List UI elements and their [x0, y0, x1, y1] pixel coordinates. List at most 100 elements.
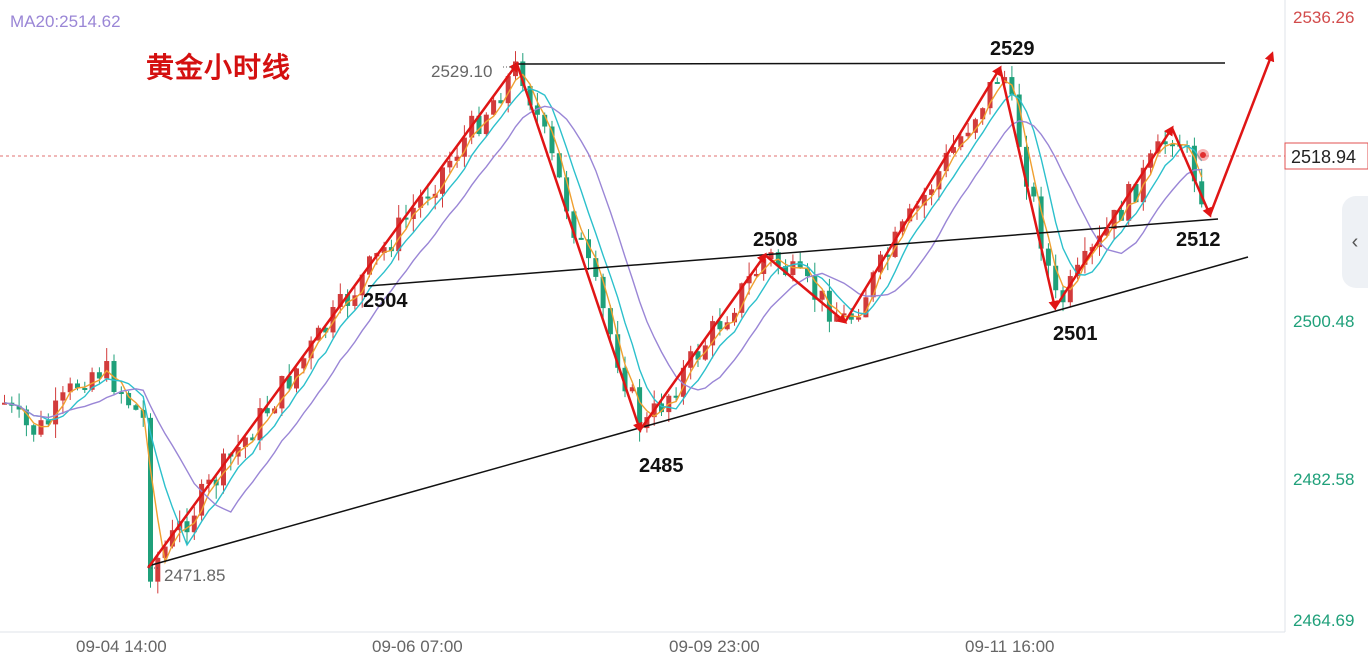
- candle-body: [16, 405, 22, 410]
- candle-body: [929, 189, 935, 195]
- candle-body: [1031, 186, 1037, 197]
- candle-body: [279, 375, 285, 409]
- candle-body: [819, 290, 825, 300]
- candle-body: [162, 546, 168, 558]
- candle-body: [38, 420, 44, 435]
- candle-body: [1111, 209, 1117, 230]
- candle-body: [148, 417, 153, 582]
- candle-body: [1191, 145, 1197, 182]
- candle-body: [965, 132, 971, 137]
- candle-body: [184, 521, 190, 533]
- candle-body: [403, 217, 409, 220]
- candle-body: [1118, 209, 1124, 221]
- candle-body: [578, 237, 584, 240]
- candle-body: [972, 119, 978, 133]
- candle-body: [710, 321, 716, 346]
- candle-body: [337, 294, 343, 308]
- ma20-indicator-label: MA20:2514.62: [10, 12, 121, 31]
- x-tick-label: 09-04 14:00: [76, 637, 167, 656]
- chevron-left-icon: ‹: [1351, 230, 1359, 253]
- candle-body: [914, 205, 920, 209]
- high-marker: 2529.10: [431, 62, 515, 81]
- candle-body: [206, 479, 212, 484]
- candle-body: [556, 153, 562, 178]
- candle-body: [381, 247, 387, 254]
- candle-body: [301, 358, 307, 369]
- x-tick-label: 09-06 07:00: [372, 637, 463, 656]
- candle-body: [607, 308, 613, 335]
- ma-fast-line: [4, 73, 1203, 565]
- candle-body: [133, 405, 139, 410]
- candle-body: [797, 261, 803, 268]
- low-price-label: 2471.85: [164, 566, 225, 585]
- candle-body: [622, 367, 628, 392]
- wave-arrow: [1170, 127, 1212, 218]
- candle-body: [527, 86, 533, 106]
- wave-arrow: [146, 61, 519, 569]
- candle-body: [23, 409, 29, 426]
- candle-body: [980, 108, 986, 120]
- ma20-line: [4, 105, 1202, 513]
- candle-body: [454, 156, 460, 161]
- current-price-box: [1284, 142, 1368, 170]
- candle-body: [856, 317, 862, 320]
- candle-body: [396, 217, 402, 252]
- candle-body: [250, 437, 256, 441]
- annotation-2508: 2508: [753, 229, 798, 251]
- candle-body: [418, 196, 424, 208]
- candle-body: [476, 115, 482, 135]
- candle-body: [1126, 184, 1132, 221]
- candle-body: [1133, 184, 1139, 203]
- mid-support-line: [367, 218, 1219, 287]
- annotation-2512: 2512: [1176, 229, 1221, 251]
- candle-body: [761, 259, 767, 274]
- annotation-2529: 2529: [990, 38, 1035, 60]
- annotation-2504: 2504: [363, 290, 408, 312]
- candle-body: [221, 453, 226, 486]
- candle-body: [753, 273, 759, 277]
- y-axis-ticks: 2536.26 2500.48 2482.58 2464.69: [1293, 8, 1354, 630]
- candle-body: [483, 114, 489, 135]
- candle-body: [118, 392, 124, 395]
- annotation-2501: 2501: [1053, 323, 1098, 345]
- candle-body: [717, 321, 723, 330]
- candle-body: [739, 283, 745, 313]
- candle-body: [564, 177, 570, 212]
- candle-body: [673, 395, 679, 398]
- candle-body: [732, 312, 737, 323]
- candle-body: [1155, 141, 1161, 154]
- candle-body: [659, 403, 664, 413]
- candle-body: [615, 334, 621, 368]
- candle-body: [1170, 144, 1175, 147]
- candle-body: [936, 171, 942, 190]
- candle-body: [812, 276, 818, 300]
- candle-body: [826, 290, 832, 322]
- candle-body: [680, 367, 686, 397]
- candle-body: [549, 126, 555, 154]
- candle-body: [491, 100, 497, 115]
- candle-body: [921, 194, 927, 206]
- candle-body: [987, 81, 993, 109]
- candle-body: [82, 388, 88, 391]
- candle-body: [286, 375, 292, 389]
- candle-body: [45, 420, 51, 425]
- candle-body: [505, 76, 511, 104]
- collapse-panel-button[interactable]: ‹: [1342, 196, 1368, 288]
- candle-body: [870, 272, 876, 298]
- wave-arrows: [146, 51, 1275, 569]
- resistance-line: [514, 62, 1226, 65]
- candle-body: [644, 417, 650, 429]
- candle-body: [1104, 229, 1110, 236]
- candle-body: [126, 392, 132, 406]
- wave-annotations: 2529 2504 2508 2485 2501 2512: [363, 38, 1221, 477]
- lower-trend-line: [147, 256, 1249, 567]
- candle-body: [542, 114, 548, 127]
- candle-body: [330, 307, 336, 333]
- candle-body: [169, 530, 175, 547]
- candle-body: [1082, 250, 1088, 265]
- candle-body: [863, 297, 869, 318]
- candle-body: [994, 81, 1000, 84]
- candle-body: [1024, 146, 1029, 187]
- candle-body: [323, 327, 329, 333]
- candle-body: [60, 392, 66, 401]
